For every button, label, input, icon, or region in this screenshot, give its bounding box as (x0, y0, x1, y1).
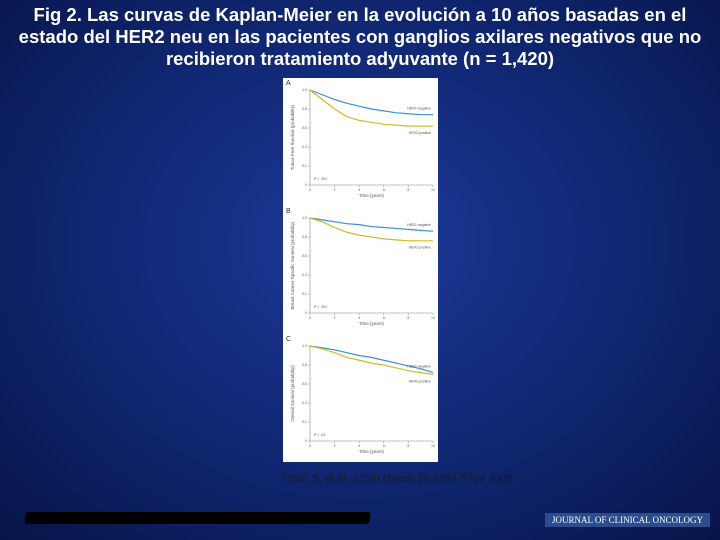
x-tick-label: 8 (407, 188, 409, 192)
legend-label: HER2-positive (409, 379, 431, 383)
y-tick-label: 0.8 (302, 235, 307, 239)
legend-label: HER2-negative (407, 223, 431, 227)
y-tick-label: 1.0 (302, 344, 307, 348)
legend-label: HER2-positive (409, 246, 431, 250)
x-tick-label: 4 (358, 316, 360, 320)
survival-curve (309, 217, 434, 232)
slide-title: Fig 2. Las curvas de Kaplan-Meier en la … (18, 4, 702, 69)
y-tick-label: 0.6 (302, 254, 307, 258)
legend-label: HER2-positive (409, 131, 431, 135)
y-axis-title: Breast Cancer-Specific Survival (probabi… (290, 221, 295, 310)
y-tick-label: 0.4 (302, 273, 307, 277)
y-axis-title: Tumor-Free Survival (probability) (290, 104, 295, 170)
x-tick-label: 2 (334, 188, 336, 192)
x-tick-label: 2 (334, 444, 336, 448)
x-tick-label: 10 (431, 188, 435, 192)
x-tick-label: 6 (383, 188, 385, 192)
panel-label: A (286, 80, 291, 87)
x-tick-label: 4 (358, 188, 360, 192)
y-tick-label: 0.4 (302, 145, 307, 149)
y-tick-label: 0 (305, 183, 307, 187)
survival-curve (309, 89, 433, 116)
figure: A 0 0.2 0.4 0.6 0.8 1.0 0 2 4 6 8 10 Time (years) Tumo… (283, 78, 438, 462)
x-axis-title: Time (years) (359, 449, 385, 454)
x-tick-label: 10 (431, 444, 435, 448)
x-tick-label: 0 (309, 444, 311, 448)
y-tick-label: 1.0 (302, 88, 307, 92)
x-tick-label: 0 (309, 188, 311, 192)
panel-label: B (286, 208, 291, 215)
y-tick-label: 0.8 (302, 363, 307, 367)
citation: Chia, S. et al. J Clin Oncol; 26:5697-57… (283, 473, 513, 485)
y-tick-label: 1.0 (302, 216, 307, 220)
x-tick-label: 10 (431, 316, 435, 320)
survival-curve (309, 89, 433, 127)
y-axis-title: Overall Survival (probability) (290, 365, 295, 422)
legend-label: HER2-negative (407, 107, 431, 111)
y-tick-label: 0.6 (302, 382, 307, 386)
annotation: P = .03 (314, 433, 325, 437)
legend-label: HER2-negative (407, 365, 431, 369)
y-tick-label: 0.2 (302, 164, 307, 168)
x-tick-label: 0 (309, 316, 311, 320)
annotation: P = .001 (314, 305, 327, 309)
x-tick-label: 8 (407, 444, 409, 448)
x-axis-title: Time (years) (359, 193, 385, 198)
panel-label: C (286, 336, 291, 343)
survival-curve (309, 345, 434, 374)
journal-banner: JOURNAL OF CLINICAL ONCOLOGY (545, 513, 710, 527)
x-tick-label: 4 (358, 444, 360, 448)
y-tick-label: 0.6 (302, 126, 307, 130)
y-tick-label: 0.4 (302, 401, 307, 405)
y-tick-label: 0.2 (302, 292, 307, 296)
x-tick-label: 6 (383, 316, 385, 320)
x-axis-title: Time (years) (359, 321, 385, 326)
y-tick-label: 0 (305, 311, 307, 315)
y-tick-label: 0.2 (302, 420, 307, 424)
x-tick-label: 8 (407, 316, 409, 320)
figure-background (283, 78, 438, 462)
survival-curve (309, 217, 433, 242)
redaction-bar (24, 512, 371, 524)
y-tick-label: 0.8 (302, 107, 307, 111)
x-tick-label: 6 (383, 444, 385, 448)
x-tick-label: 2 (334, 316, 336, 320)
y-tick-label: 0 (305, 439, 307, 443)
survival-curve (309, 345, 434, 376)
annotation: P = .001 (314, 177, 327, 181)
